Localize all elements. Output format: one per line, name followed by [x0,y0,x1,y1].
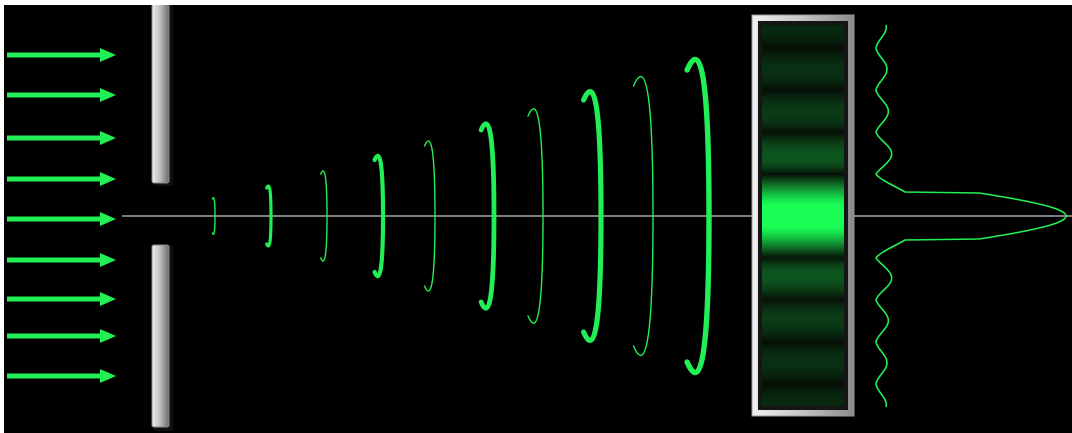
incident-arrow-1 [7,48,116,62]
incident-arrow-3 [7,131,116,145]
wavefront-10 [684,56,712,376]
diffracted-wavefronts [211,56,712,376]
detection-screen [751,14,855,417]
incident-arrow-4 [7,172,116,186]
incident-arrow-7 [7,292,116,306]
simulation-canvas [7,5,1072,431]
wavefront-4 [372,153,386,279]
incident-arrow-9 [7,369,116,383]
diffraction-simulation [4,5,1072,433]
wavefront-7 [527,108,544,324]
incident-arrow-8 [7,329,116,343]
wavefront-5 [423,140,436,292]
slit-barrier [151,5,173,431]
barrier-top [151,5,170,184]
wavefront-1 [211,197,216,235]
wavefront-3 [320,170,328,262]
wavefront-6 [478,121,497,311]
intensity-profile-curve [875,24,1067,408]
incident-wave-arrows [7,48,116,383]
incident-arrow-6 [7,253,116,267]
incident-arrow-5 [7,212,116,226]
incident-arrow-2 [7,88,116,102]
wavefront-8 [581,89,604,343]
wavefront-2 [265,184,273,248]
wavefront-9 [632,75,654,357]
interference-fringes [762,25,844,406]
barrier-bottom [151,244,170,428]
